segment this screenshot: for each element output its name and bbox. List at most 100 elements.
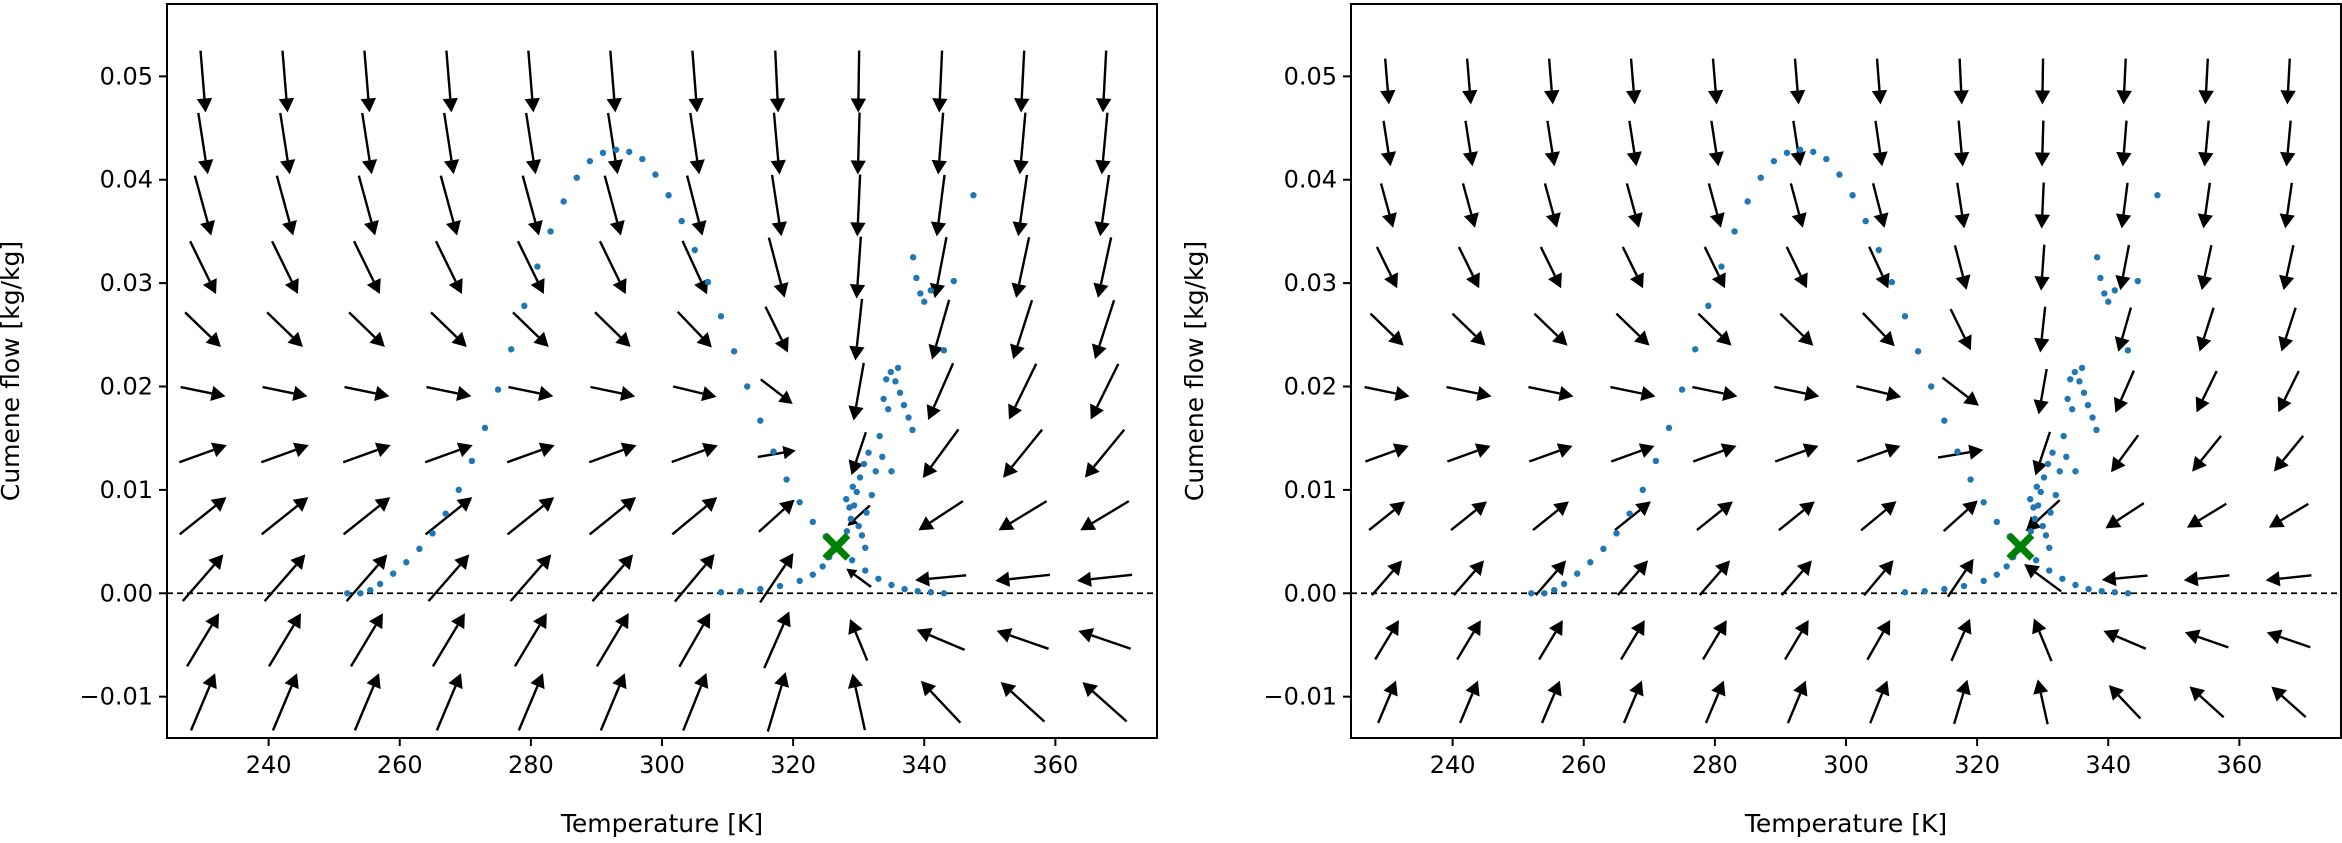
vector-arrow [1538, 620, 1563, 661]
arrow-shaft [1539, 246, 1557, 277]
vector-arrow [1461, 183, 1479, 228]
vector-arrow [1095, 50, 1112, 113]
vector-arrow [1090, 363, 1120, 420]
arrow-shaft [1692, 449, 1724, 463]
arrow-shaft [2122, 120, 2128, 153]
trajectory-point [1914, 348, 1922, 355]
y-tick-label: 0.04 [1284, 166, 1337, 194]
vector-arrow [766, 672, 789, 732]
arrow-head [779, 499, 795, 515]
trajectory-point [429, 530, 436, 537]
arrow-shaft [1019, 174, 1029, 223]
arrow-shaft [936, 236, 948, 285]
vector-arrow [1702, 620, 1727, 661]
arrow-shaft [588, 448, 624, 464]
arrow-shaft [1457, 246, 1475, 277]
arrow-shaft [199, 50, 206, 99]
arrow-shaft [682, 685, 703, 732]
arrow-shaft [671, 449, 706, 464]
vector-arrow [1696, 501, 1733, 532]
trajectory-point [868, 491, 876, 499]
trajectory-point [1960, 582, 1968, 590]
arrow-shaft [342, 504, 381, 536]
vector-arrow [603, 175, 625, 236]
arrow-shaft [2041, 120, 2045, 153]
arrow-shaft [598, 240, 621, 283]
vector-arrow [1620, 620, 1645, 661]
arrow-head [848, 459, 864, 476]
arrow-head [1389, 501, 1406, 517]
vector-arrow [2103, 629, 2147, 650]
arrow-head [1388, 330, 1404, 346]
arrow-shaft [1092, 428, 1126, 468]
arrow-shaft [1869, 693, 1884, 724]
arrow-shaft [1610, 449, 1642, 463]
vector-arrow [2033, 679, 2049, 725]
arrow-shaft [1091, 634, 1132, 650]
arrow-head [996, 628, 1013, 643]
vector-arrow [442, 50, 458, 113]
vector-arrow [2115, 182, 2132, 229]
trajectory-point [848, 556, 856, 564]
arrow-head [374, 442, 391, 458]
vector-arrow [1377, 680, 1398, 724]
arrow-shaft [2285, 244, 2295, 277]
vector-arrow [850, 174, 866, 237]
y-axis: −0.01 0.00 0.01 0.02 0.03 0.04 0.05 [1263, 62, 1351, 711]
arrow-shaft [268, 624, 295, 667]
vector-arrow [357, 175, 379, 236]
arrow-head [292, 442, 309, 458]
trajectory-point [2093, 254, 2101, 261]
x-tick-label: 360 [1032, 751, 1078, 779]
vector-arrow [2116, 120, 2132, 167]
trajectory-point [389, 570, 397, 577]
arrow-shaft [772, 112, 780, 161]
trajectory-point [1967, 476, 1974, 483]
vector-arrow [1778, 501, 1815, 532]
arrow-shaft [766, 685, 783, 732]
vector-arrow [770, 174, 787, 237]
trajectory-point [909, 426, 916, 434]
arrow-head [1548, 272, 1562, 289]
arrow-head [1880, 501, 1897, 516]
trajectory-point [2032, 556, 2040, 564]
vector-arrow [1010, 299, 1034, 360]
vector-arrow [361, 112, 378, 175]
arrow-shaft [431, 624, 459, 667]
trajectory-point [855, 522, 862, 530]
arrow-head [2033, 399, 2049, 415]
trajectory-point [1901, 589, 1909, 596]
arrow-head [848, 405, 864, 421]
arrow-head [1802, 443, 1819, 458]
arrow-shaft [676, 310, 704, 339]
arrow-head [1544, 89, 1560, 105]
arrow-shaft [1528, 449, 1560, 463]
arrow-shaft [1019, 112, 1027, 161]
arrow-head [2034, 152, 2051, 167]
vector-arrow [2280, 120, 2296, 167]
arrow-head [929, 282, 946, 299]
arrow-head [1804, 385, 1820, 402]
trajectory-point [940, 590, 948, 597]
trajectory-point [2044, 460, 2052, 468]
y-tick-label: −0.01 [79, 683, 153, 711]
vector-arrow [2277, 370, 2300, 413]
arrow-shaft [260, 504, 299, 536]
arrow-shaft [1863, 570, 1886, 597]
arrow-shaft [513, 624, 541, 667]
arrow-shaft [1377, 693, 1392, 724]
arrow-head [1547, 680, 1562, 697]
vector-arrow [431, 613, 465, 667]
arrow-shaft [1095, 363, 1120, 408]
arrow-shaft [588, 504, 626, 536]
arrow-head [1084, 461, 1100, 478]
arrow-head [2273, 455, 2289, 472]
arrow-head [196, 97, 213, 113]
trajectory-point [900, 401, 908, 409]
vector-arrow [928, 299, 951, 360]
arrow-head [287, 331, 303, 347]
trajectory-point [1587, 559, 1594, 566]
arrow-head [1638, 443, 1655, 458]
arrow-shaft [1546, 120, 1554, 153]
trajectory-point [376, 580, 384, 588]
